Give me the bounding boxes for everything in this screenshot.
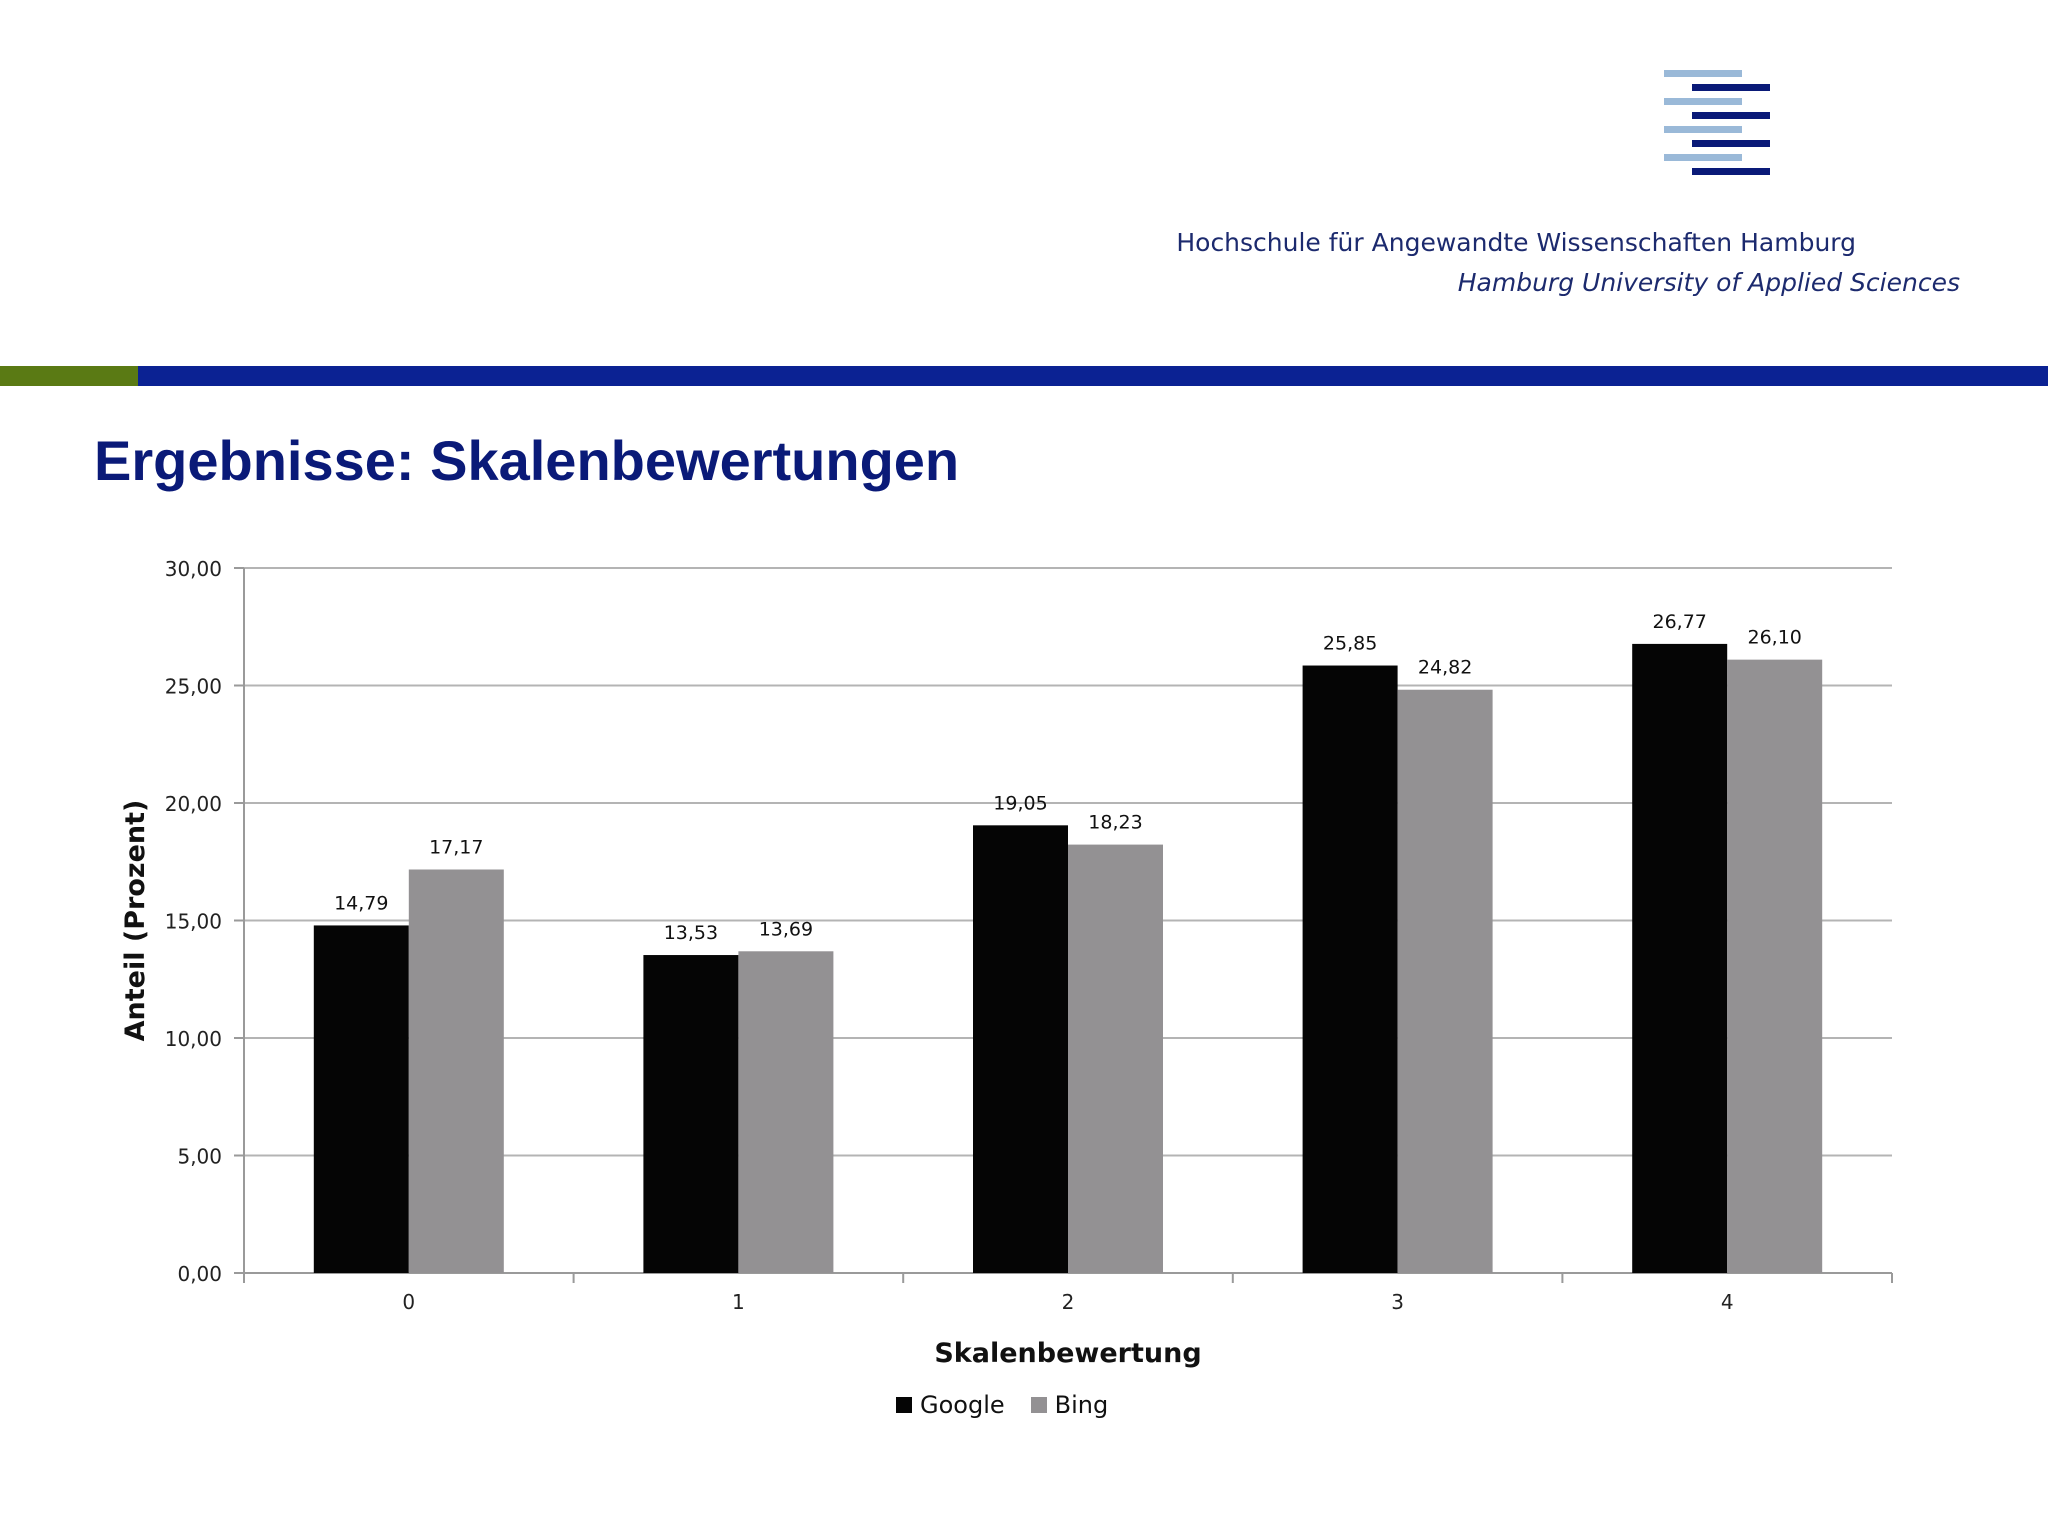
data-label: 25,85	[1323, 633, 1377, 655]
data-label: 24,82	[1418, 657, 1472, 679]
legend-swatch	[1030, 1397, 1047, 1413]
y-axis-title: Anteil (Prozent)	[120, 800, 151, 1042]
bar-google-0	[313, 925, 409, 1273]
legend-label: Google	[920, 1391, 1005, 1419]
y-tick-label: 20,00	[165, 792, 222, 816]
y-tick-label: 10,00	[165, 1027, 222, 1051]
bar-google-1	[643, 955, 739, 1273]
data-label: 26,10	[1747, 627, 1801, 649]
chart-legend: Google Bing	[896, 1391, 1108, 1419]
header-band-green	[0, 366, 138, 386]
x-tick-label: 0	[402, 1290, 415, 1314]
institution-name-german: Hochschule für Angewandte Wissenschaften…	[1176, 228, 1856, 257]
bar-bing-0	[408, 869, 504, 1273]
legend-swatch	[896, 1397, 912, 1413]
data-label: 17,17	[429, 837, 483, 859]
data-label: 19,05	[993, 792, 1047, 814]
bar-bing-1	[738, 951, 834, 1273]
legend-label: Bing	[1054, 1391, 1109, 1419]
data-label: 14,79	[334, 892, 388, 914]
slide-title: Ergebnisse: Skalenbewertungen	[94, 429, 960, 492]
bar-bing-3	[1397, 689, 1493, 1273]
y-tick-label: 0,00	[177, 1262, 222, 1286]
x-tick-label: 4	[1721, 1290, 1734, 1314]
x-tick-label: 1	[732, 1290, 745, 1314]
institution-name-english: Hamburg University of Applied Sciences	[1457, 268, 1960, 297]
bar-bing-4	[1727, 659, 1823, 1273]
data-label: 26,77	[1652, 611, 1706, 633]
bar-google-3	[1302, 665, 1398, 1273]
legend-item-bing: Bing	[1030, 1391, 1109, 1419]
x-tick-label: 2	[1062, 1290, 1075, 1314]
y-tick-label: 30,00	[165, 557, 222, 581]
y-tick-label: 25,00	[165, 675, 222, 699]
x-axis-title: Skalenbewertung	[934, 1338, 1201, 1369]
bar-google-2	[973, 825, 1068, 1273]
bar-google-4	[1632, 643, 1728, 1273]
y-tick-label: 15,00	[165, 910, 222, 934]
legend-item-google: Google	[896, 1391, 1005, 1419]
y-tick-label: 5,00	[177, 1145, 222, 1169]
data-label: 13,53	[664, 922, 718, 944]
x-tick-label: 3	[1391, 1290, 1404, 1314]
header-band-blue	[138, 366, 2048, 386]
haw-logo-icon	[1664, 70, 1770, 175]
data-label: 18,23	[1088, 812, 1142, 834]
data-label: 13,69	[759, 918, 813, 940]
bar-bing-2	[1068, 844, 1163, 1273]
